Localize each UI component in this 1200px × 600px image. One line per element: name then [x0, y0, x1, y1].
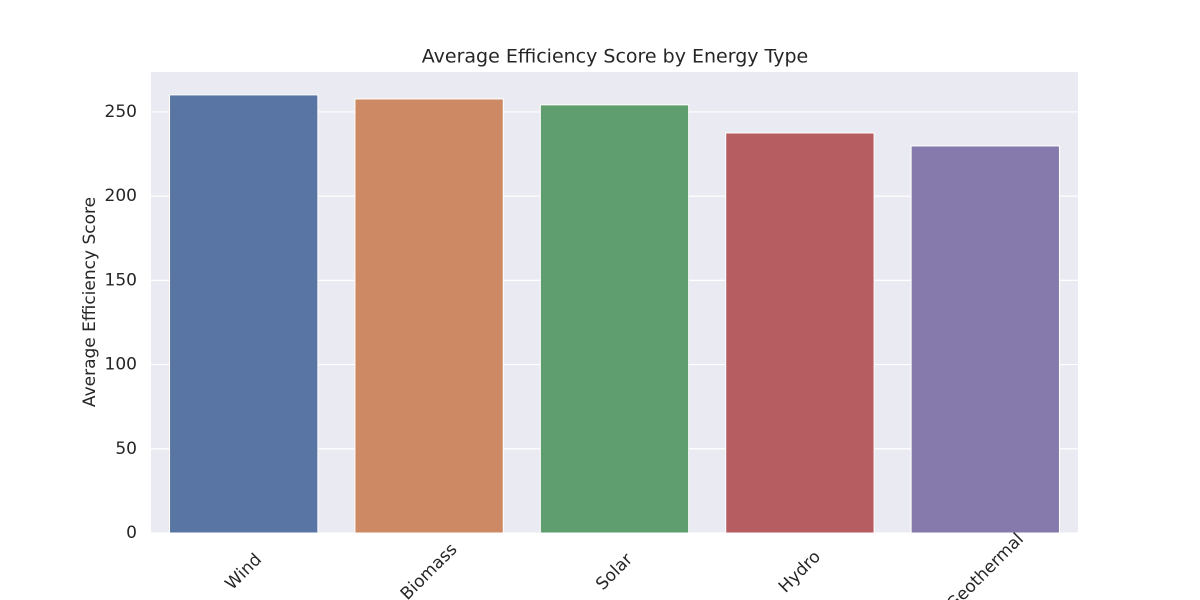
chart-title: Average Efficiency Score by Energy Type	[422, 46, 808, 68]
x-tick-label: Hydro	[775, 547, 825, 597]
bars	[169, 94, 1060, 534]
bar	[169, 94, 319, 534]
y-tick-label: 100	[105, 355, 137, 375]
y-tick-label: 200	[105, 186, 137, 206]
y-tick-label: 150	[105, 270, 137, 290]
y-axis-label: Average Efficiency Score	[80, 197, 100, 407]
x-tick-label: Geothermal	[943, 529, 1028, 600]
x-tick-label: Biomass	[397, 540, 462, 600]
x-tick-label: Wind	[222, 550, 266, 594]
bar	[539, 104, 690, 534]
bar	[725, 132, 875, 534]
y-tick-label: 50	[115, 439, 137, 459]
bar	[910, 145, 1060, 534]
bar	[354, 98, 504, 534]
y-tick-label: 0	[126, 523, 137, 543]
x-tick-label: Solar	[592, 550, 637, 595]
y-tick-label: 250	[105, 102, 137, 122]
